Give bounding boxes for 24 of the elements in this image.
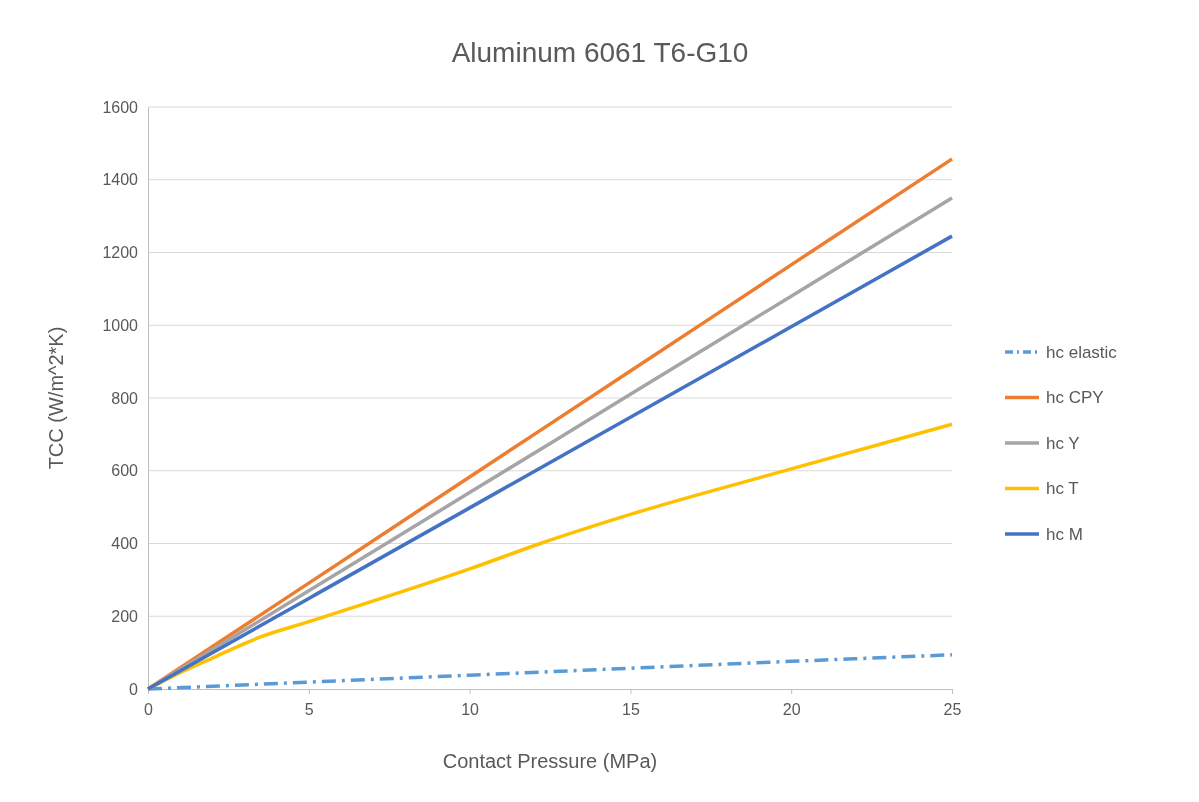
legend-label: hc Y: [1046, 433, 1080, 453]
y-tick-label: 400: [111, 535, 139, 553]
y-tick-label: 0: [129, 680, 139, 698]
x-tick-label: 0: [144, 700, 154, 718]
chart-title: Aluminum 6061 T6-G10: [451, 37, 749, 68]
x-tick-label: 15: [622, 700, 640, 718]
legend-label: hc elastic: [1046, 342, 1118, 362]
y-tick-label: 800: [111, 389, 139, 407]
y-tick-label: 1600: [102, 98, 139, 116]
x-axis-title: Contact Pressure (MPa): [442, 750, 658, 772]
y-tick-label: 200: [111, 607, 139, 625]
legend-label: hc T: [1046, 479, 1079, 499]
y-tick-label: 1400: [102, 171, 139, 189]
x-tick-label: 5: [304, 700, 314, 718]
legend-label: hc CPY: [1046, 388, 1104, 408]
y-tick-label: 1000: [102, 316, 139, 334]
line-series: [146, 653, 954, 691]
x-tick-label: 25: [943, 700, 962, 718]
x-tick-label: 20: [782, 700, 801, 718]
y-axis-title: TCC (W/m^2*K): [45, 326, 67, 470]
legend-label: hc M: [1046, 524, 1083, 544]
y-tick-label: 1200: [102, 244, 139, 262]
x-tick-label: 10: [461, 700, 480, 718]
y-tick-label: 600: [111, 462, 139, 480]
